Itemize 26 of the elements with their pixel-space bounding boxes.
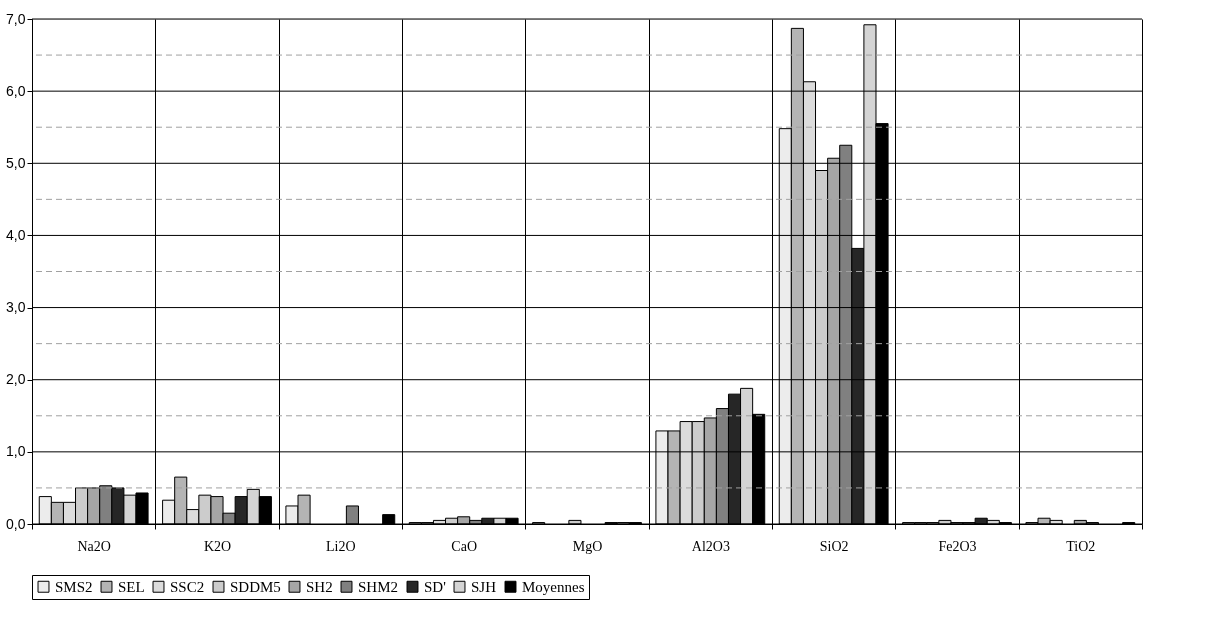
y-tick-label: 0,0: [6, 515, 26, 532]
legend-label: SEL: [118, 578, 145, 595]
legend-label: SJH: [471, 578, 497, 595]
x-tick-label: TiO2: [1066, 538, 1096, 554]
y-tick-label: 2,0: [6, 371, 26, 388]
x-tick-label: K2O: [203, 538, 232, 554]
legend-label: SD': [424, 578, 447, 595]
x-tick-label: Li2O: [326, 538, 356, 554]
y-tick-label: 5,0: [6, 154, 26, 171]
x-tick-label: Fe2O3: [938, 538, 977, 554]
y-tick-label: 1,0: [6, 443, 26, 460]
legend-label: SDDM5: [230, 578, 281, 595]
x-tick-label: CaO: [451, 538, 477, 554]
y-tick-label: 3,0: [6, 299, 26, 316]
legend-label: Moyennes: [522, 578, 585, 595]
x-tick-label: MgO: [572, 538, 603, 554]
legend-label: SMS2: [55, 578, 93, 595]
y-tick-label: 7,0: [6, 10, 26, 27]
y-tick-label: 4,0: [6, 226, 26, 243]
legend-label: SH2: [306, 578, 333, 595]
x-tick-label: Na2O: [77, 538, 111, 554]
legend-label: SSC2: [170, 578, 205, 595]
legend-label: SHM2: [358, 578, 399, 595]
x-tick-label: SiO2: [819, 538, 849, 554]
y-tick-label: 6,0: [6, 82, 26, 99]
x-tick-label: Al2O3: [691, 538, 730, 554]
